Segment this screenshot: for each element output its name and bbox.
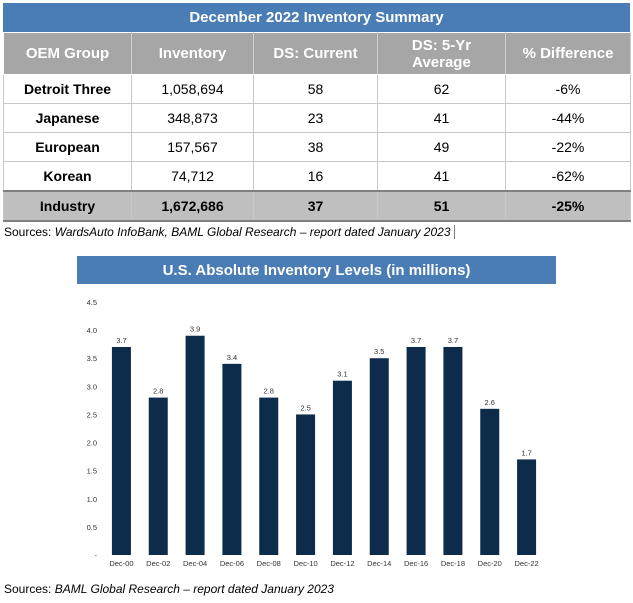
cell-ds-current: 58 bbox=[253, 74, 378, 104]
y-tick-label: 1.5 bbox=[87, 467, 97, 476]
cell-inventory: 348,873 bbox=[131, 103, 254, 133]
cell-pct-difference: -6% bbox=[505, 74, 631, 104]
y-tick-label: 3.0 bbox=[87, 382, 97, 391]
bar bbox=[148, 397, 168, 555]
bar bbox=[443, 346, 463, 555]
cell-ds-5yr-average: 49 bbox=[377, 132, 506, 162]
x-tick-label: Dec-04 bbox=[183, 559, 207, 568]
table-row: Detroit Three 1,058,694 58 62 -6% bbox=[3, 74, 631, 104]
x-tick-label: Dec-02 bbox=[146, 559, 170, 568]
table-row: Korean 74,712 16 41 -62% bbox=[3, 161, 631, 192]
bar bbox=[185, 335, 205, 555]
bar bbox=[406, 346, 426, 555]
y-tick-label: 0.5 bbox=[87, 523, 97, 532]
cell-inventory: 1,058,694 bbox=[131, 74, 254, 104]
cell-inventory: 157,567 bbox=[131, 132, 254, 162]
cell-ds-5yr-average: 62 bbox=[377, 74, 506, 104]
x-tick-label: Dec-00 bbox=[109, 559, 133, 568]
data-label: 2.8 bbox=[153, 387, 163, 396]
data-label: 3.7 bbox=[116, 336, 126, 345]
x-tick-label: Dec-18 bbox=[441, 559, 465, 568]
cell-pct-difference: -44% bbox=[505, 103, 631, 133]
total-ds-5yr-average: 51 bbox=[377, 190, 506, 222]
bar bbox=[332, 380, 352, 555]
total-pct-difference: -25% bbox=[505, 190, 631, 222]
data-label: 3.7 bbox=[411, 336, 421, 345]
cell-pct-difference: -62% bbox=[505, 161, 631, 192]
table-header-row: OEM Group Inventory DS: Current DS: 5-Yr… bbox=[3, 32, 631, 75]
data-label: 3.1 bbox=[337, 370, 347, 379]
y-tick-label: 4.5 bbox=[87, 298, 97, 307]
y-tick-label: 4.0 bbox=[87, 326, 97, 335]
total-inventory: 1,672,686 bbox=[131, 190, 254, 222]
cell-ds-5yr-average: 41 bbox=[377, 103, 506, 133]
source-prefix: Sources: bbox=[4, 225, 55, 239]
chart-source-note: Sources: BAML Global Research – report d… bbox=[4, 582, 334, 596]
data-label: 2.8 bbox=[264, 387, 274, 396]
x-tick-label: Dec-12 bbox=[330, 559, 354, 568]
cell-ds-current: 16 bbox=[253, 161, 378, 192]
bar bbox=[259, 397, 279, 555]
x-tick-label: Dec-06 bbox=[220, 559, 244, 568]
header-pct-difference: % Difference bbox=[505, 32, 631, 75]
y-tick-label: - bbox=[95, 551, 98, 560]
data-label: 3.5 bbox=[374, 347, 384, 356]
x-tick-label: Dec-20 bbox=[478, 559, 502, 568]
data-label: 3.4 bbox=[227, 353, 237, 362]
data-label: 2.6 bbox=[485, 398, 495, 407]
header-ds-5yr-average: DS: 5-Yr Average bbox=[377, 32, 506, 75]
y-tick-label: 1.0 bbox=[87, 495, 97, 504]
y-tick-label: 2.0 bbox=[87, 439, 97, 448]
data-label: 2.5 bbox=[300, 403, 310, 412]
x-tick-label: Dec-10 bbox=[293, 559, 317, 568]
bar bbox=[480, 408, 500, 555]
header-inventory: Inventory bbox=[131, 32, 254, 75]
bar bbox=[369, 358, 389, 555]
source-text: BAML Global Research – report dated Janu… bbox=[54, 582, 334, 596]
data-label: 3.7 bbox=[448, 336, 458, 345]
total-ds-current: 37 bbox=[253, 190, 378, 222]
chart-title: U.S. Absolute Inventory Levels (in milli… bbox=[77, 256, 556, 284]
bar bbox=[111, 346, 131, 555]
header-oem-group: OEM Group bbox=[3, 32, 132, 75]
cell-oem-group: Korean bbox=[3, 161, 132, 192]
data-label: 1.7 bbox=[521, 448, 531, 457]
y-tick-label: 3.5 bbox=[87, 354, 97, 363]
header-ds-current: DS: Current bbox=[253, 32, 378, 75]
source-text: WardsAuto InfoBank, BAML Global Research… bbox=[54, 225, 451, 239]
total-oem-group: Industry bbox=[3, 190, 132, 222]
table-source-note: Sources: WardsAuto InfoBank, BAML Global… bbox=[4, 225, 455, 239]
source-prefix: Sources: bbox=[4, 582, 55, 596]
cell-ds-5yr-average: 41 bbox=[377, 161, 506, 192]
y-tick-label: 2.5 bbox=[87, 410, 97, 419]
bar bbox=[296, 414, 316, 555]
data-label: 3.9 bbox=[190, 325, 200, 334]
cell-ds-current: 23 bbox=[253, 103, 378, 133]
x-tick-label: Dec-16 bbox=[404, 559, 428, 568]
table-row: European 157,567 38 49 -22% bbox=[3, 132, 631, 162]
cell-inventory: 74,712 bbox=[131, 161, 254, 192]
bar-chart: - 0.5 1.0 1.5 2.0 2.5 3.0 3.5 4.0 4.5 3.7 Dec-00 2.8… bbox=[87, 298, 539, 568]
x-tick-label: Dec-22 bbox=[514, 559, 538, 568]
cell-pct-difference: -22% bbox=[505, 132, 631, 162]
x-tick-label: Dec-14 bbox=[367, 559, 391, 568]
table-total-row: Industry 1,672,686 37 51 -25% bbox=[3, 190, 631, 222]
cell-ds-current: 38 bbox=[253, 132, 378, 162]
cell-oem-group: European bbox=[3, 132, 132, 162]
x-tick-label: Dec-08 bbox=[257, 559, 281, 568]
bar bbox=[517, 459, 537, 555]
inventory-table: OEM Group Inventory DS: Current DS: 5-Yr… bbox=[3, 32, 631, 222]
cell-oem-group: Japanese bbox=[3, 103, 132, 133]
table-title: December 2022 Inventory Summary bbox=[3, 3, 630, 32]
bar bbox=[222, 363, 242, 555]
table-row: Japanese 348,873 23 41 -44% bbox=[3, 103, 631, 133]
cell-oem-group: Detroit Three bbox=[3, 74, 132, 104]
